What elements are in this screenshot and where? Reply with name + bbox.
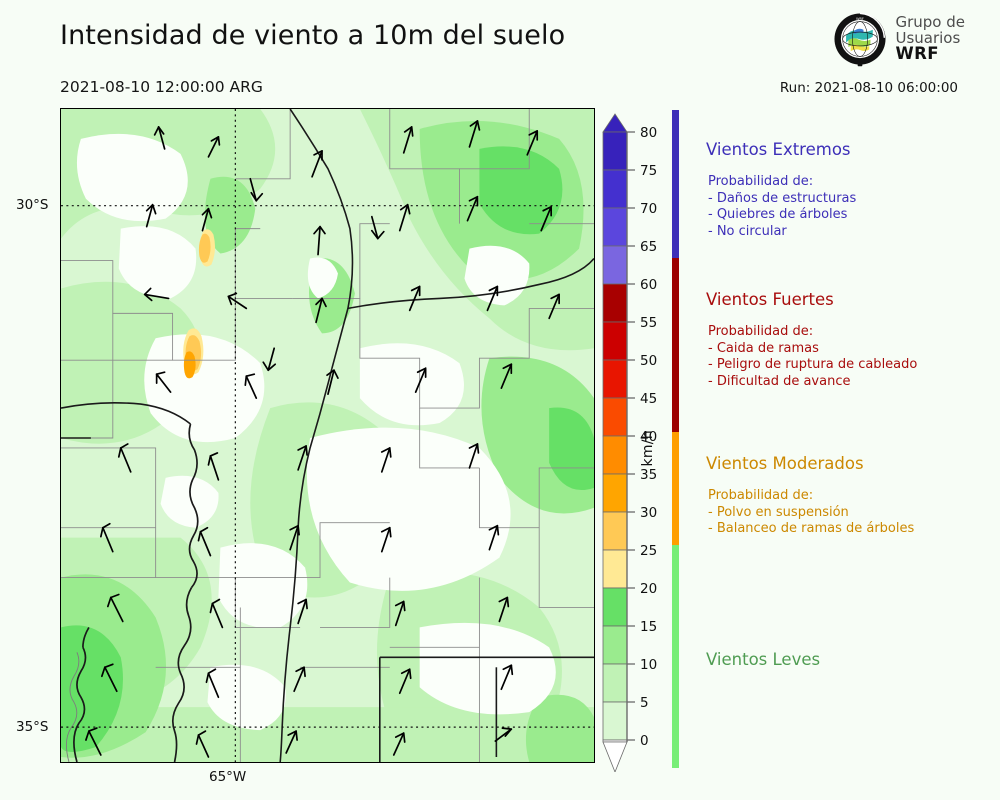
legend-line: Probabilidad de: (708, 324, 814, 339)
legend-line: - Daños de estructuras (708, 190, 857, 206)
legend-body-extremos: Probabilidad de: - Daños de estructuras … (708, 174, 856, 240)
legend-body-moderados: Probabilidad de: - Polvo en suspensión -… (708, 488, 914, 538)
colorbar-tick-55: 55 (640, 315, 657, 331)
legend-accent-moderados (672, 432, 679, 545)
page-title: Intensidad de viento a 10m del suelo (60, 20, 566, 51)
legend-line: - Quiebres de árboles (708, 207, 848, 223)
logo-line-3: WRF (895, 43, 939, 63)
colorbar-tick-65: 65 (640, 239, 657, 255)
legend-title-extremos: Vientos Extremos (706, 140, 851, 159)
colorbar-tick-60: 60 (640, 277, 657, 293)
colorbar-tick-75: 75 (640, 163, 657, 179)
colorbar-scale: 80 75 70 65 60 55 50 45 40 35 30 25 20 1… (602, 113, 657, 772)
legend-accent-leves (672, 545, 679, 768)
latitude-tick-30s: 30°S (16, 197, 49, 213)
colorbar-tick-5: 5 (640, 695, 649, 711)
svg-text:WRF: WRF (857, 17, 865, 21)
longitude-tick-65w: 65°W (209, 769, 247, 785)
legend-line: - Caida de ramas (708, 340, 819, 356)
legend-line: Probabilidad de: (708, 488, 814, 503)
colorbar: 80 75 70 65 60 55 50 45 40 35 30 25 20 1… (599, 106, 661, 772)
legend-section-fuertes: Vientos Fuertes Probabilidad de: - Caida… (672, 258, 992, 432)
valid-time-label: 2021-08-10 12:00:00 ARG (60, 78, 263, 96)
legend-line: - Peligro de ruptura de cableado (708, 357, 918, 373)
legend-title-fuertes: Vientos Fuertes (706, 290, 834, 309)
legend-accent-fuertes (672, 258, 679, 432)
colorbar-tick-0: 0 (640, 733, 649, 749)
colorbar-tick-80: 80 (640, 125, 657, 141)
wind-speed-field (61, 109, 594, 762)
colorbar-tick-45: 45 (640, 391, 657, 407)
legend-line: - Balanceo de ramas de árboles (708, 521, 915, 537)
legend-accent-extremos (672, 110, 679, 258)
wrf-globe-emblem-icon: WRF (834, 12, 887, 67)
legend-body-fuertes: Probabilidad de: - Caida de ramas - Peli… (708, 324, 917, 390)
legend-line: - Dificultad de avance (708, 373, 851, 389)
legend-line: - No circular (708, 223, 787, 239)
legend-section-extremos: Vientos Extremos Probabilidad de: - Daño… (672, 110, 992, 258)
colorbar-tick-25: 25 (640, 543, 657, 559)
legend-section-leves: Vientos Leves (672, 545, 992, 768)
colorbar-tick-35: 35 (640, 467, 657, 483)
colorbar-tick-20: 20 (640, 581, 657, 597)
latitude-tick-35s: 35°S (16, 719, 49, 735)
legend-line: - Polvo en suspensión (708, 504, 849, 520)
colorbar-tick-10: 10 (640, 657, 657, 673)
wrf-logo-text: Grupo de Usuarios WRF (895, 13, 965, 63)
colorbar-tick-15: 15 (640, 619, 657, 635)
colorbar-tick-50: 50 (640, 353, 657, 369)
wind-speed-map[interactable] (60, 108, 595, 763)
colorbar-tick-40: 40 (640, 429, 657, 445)
logo-line-1: Grupo de (895, 13, 965, 32)
legend-title-leves: Vientos Leves (706, 650, 821, 669)
colorbar-unit-label: km/h (640, 430, 656, 467)
colorbar-tick-30: 30 (640, 505, 657, 521)
colorbar-tick-70: 70 (640, 201, 657, 217)
wrf-logo: WRF Grupo de Usuarios WRF (831, 10, 965, 68)
logo-line-2: Usuarios (895, 28, 961, 47)
run-time-label: Run: 2021-08-10 06:00:00 (779, 80, 958, 96)
legend-line: Probabilidad de: (708, 174, 814, 189)
wind-category-legend: Vientos Extremos Probabilidad de: - Daño… (672, 108, 992, 768)
legend-title-moderados: Vientos Moderados (706, 454, 864, 473)
legend-section-moderados: Vientos Moderados Probabilidad de: - Pol… (672, 432, 992, 545)
